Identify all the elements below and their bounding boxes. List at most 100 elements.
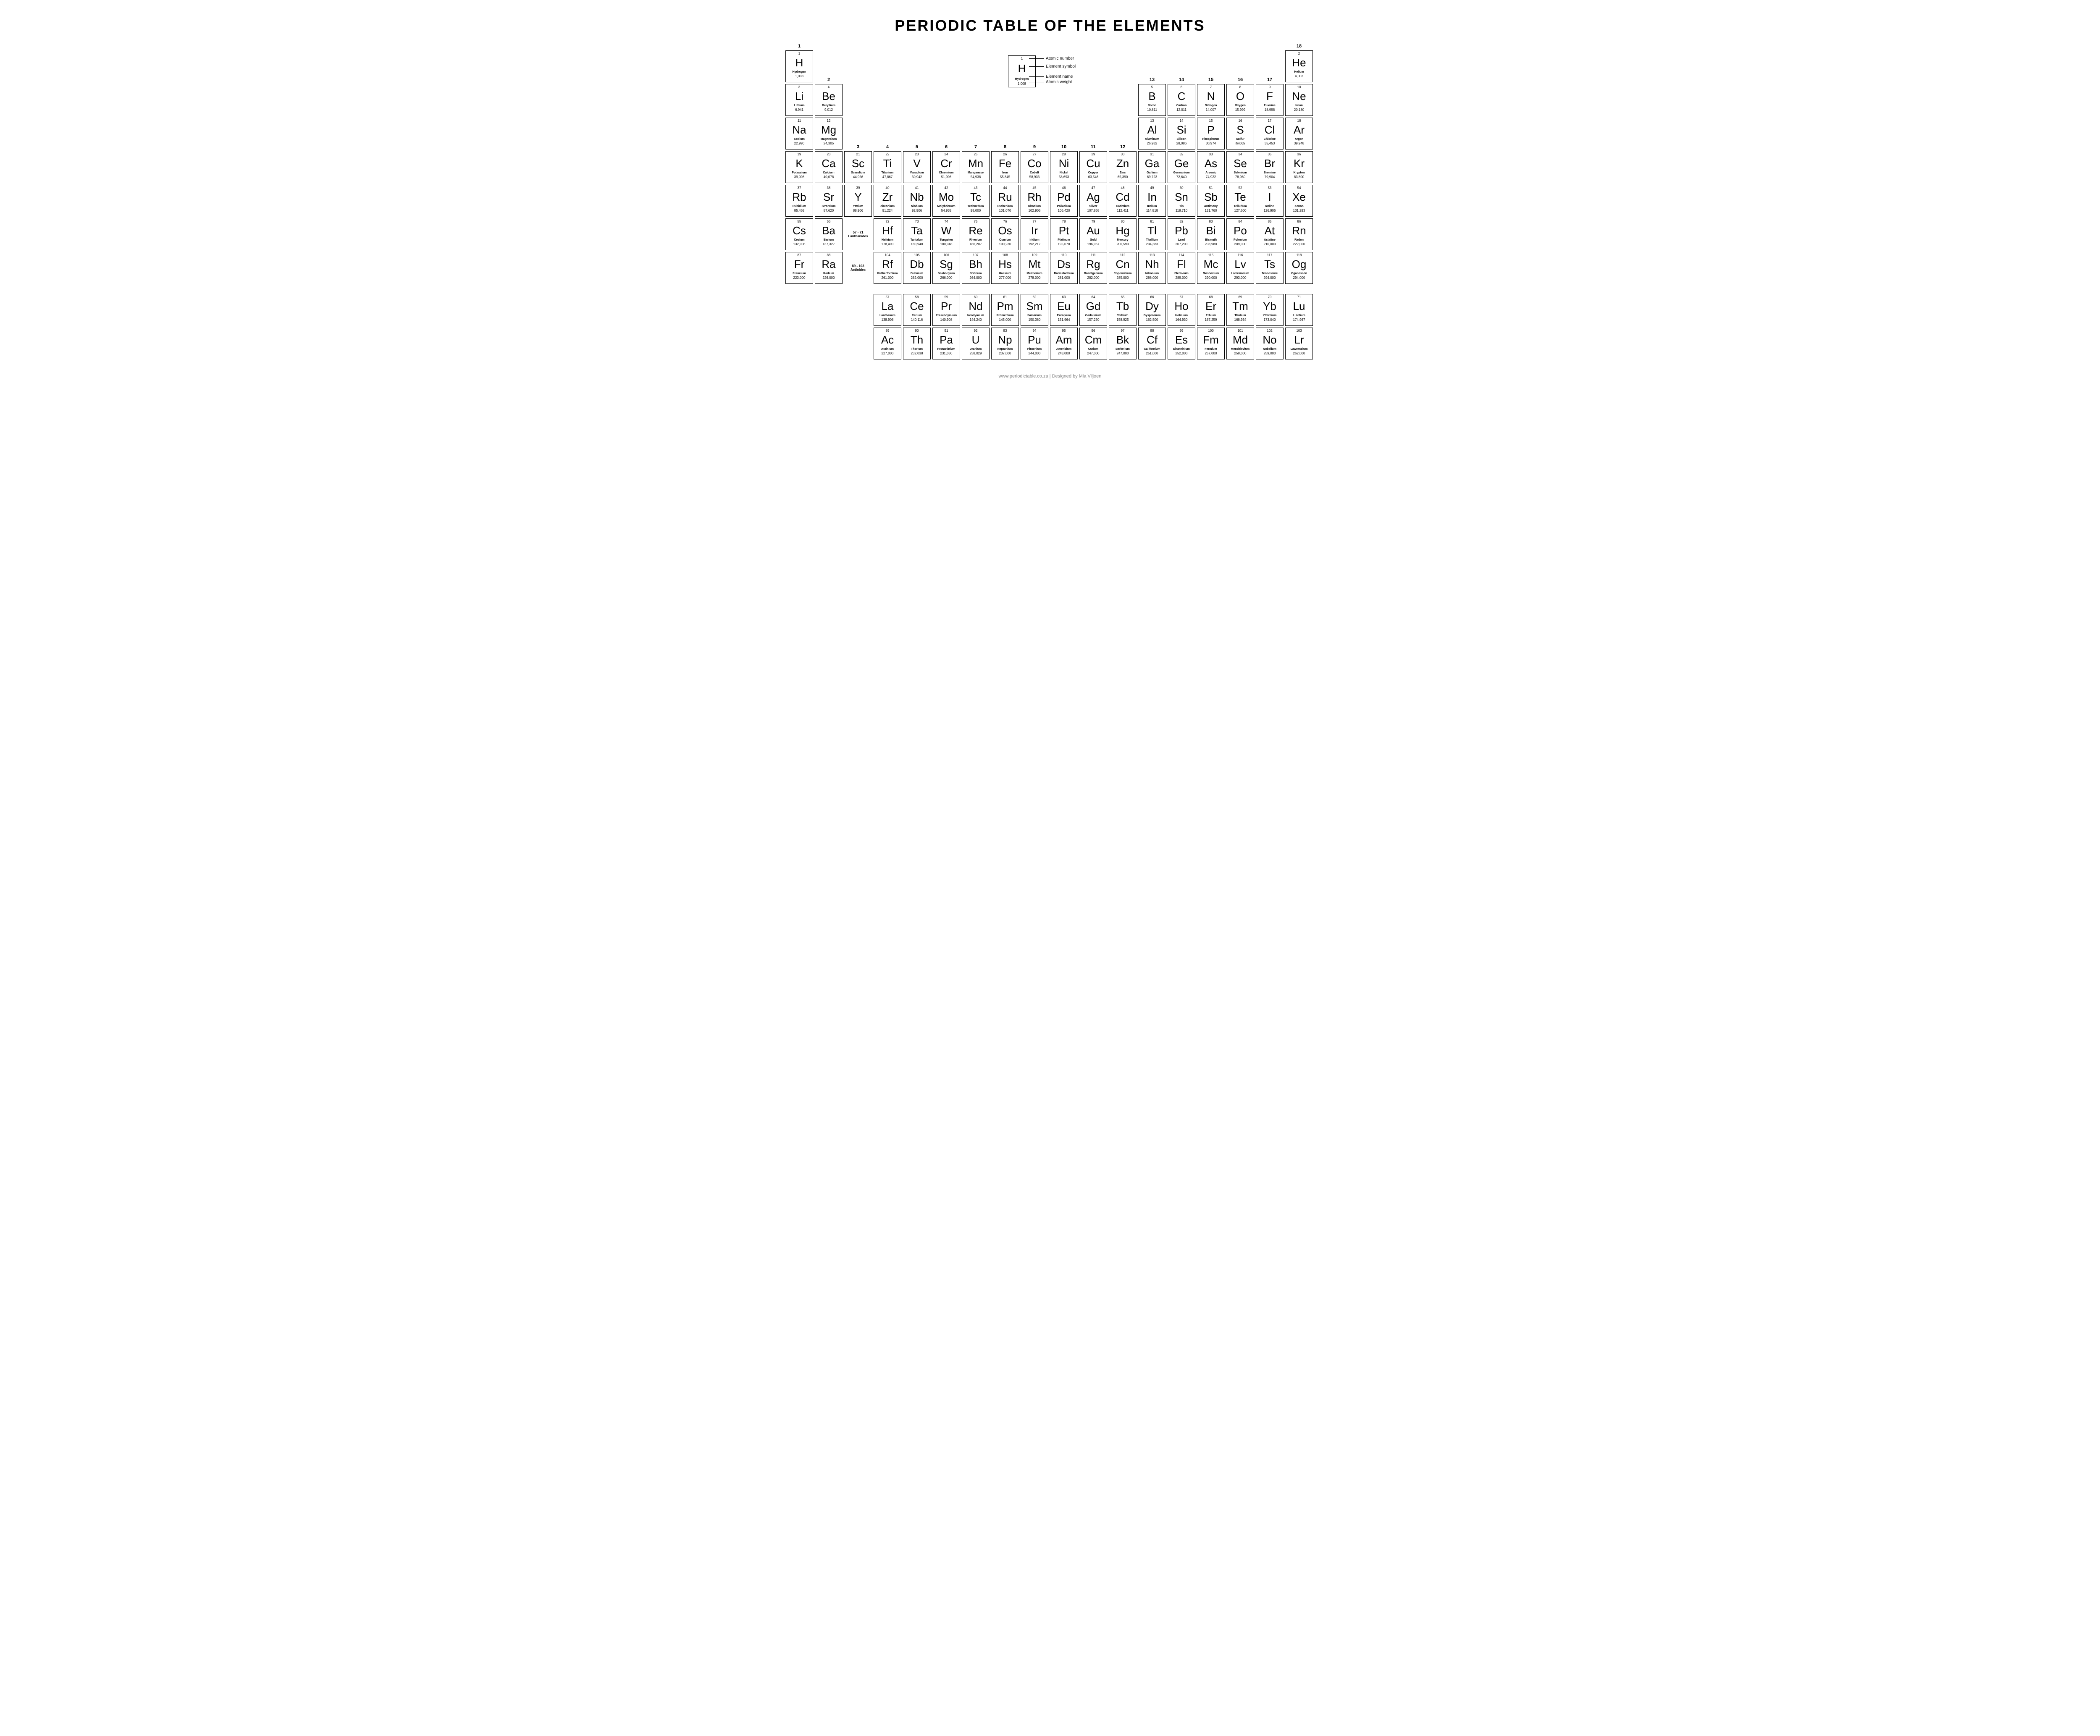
- atomic-weight: 196,967: [1087, 243, 1100, 246]
- element-name: Tennessine: [1262, 272, 1278, 275]
- element-symbol: Co: [1027, 158, 1041, 169]
- element-name: Calcium: [823, 171, 834, 174]
- element-cell: 107BhBohrium264,000: [962, 252, 990, 284]
- element-cell: 85AtAstatine210,000: [1256, 218, 1284, 250]
- element-name: Tellurium: [1234, 205, 1247, 208]
- element-name: Antimony: [1204, 205, 1218, 208]
- element-symbol: Ba: [822, 225, 835, 236]
- element-name: Ruthenium: [998, 205, 1013, 208]
- atomic-number: 7: [1210, 86, 1212, 89]
- legend-atomic-number-label: Atomic number: [1046, 56, 1074, 61]
- element-symbol: Pd: [1057, 191, 1071, 202]
- element-cell: 76OsOsmium190,230: [991, 218, 1019, 250]
- atomic-weight: 232,038: [911, 352, 923, 355]
- atomic-weight: 15,999: [1235, 108, 1245, 112]
- element-cell: 117TsTennessine294,000: [1256, 252, 1284, 284]
- atomic-number: 49: [1150, 186, 1154, 190]
- element-cell: 99EsEinsteinium252,000: [1168, 328, 1195, 359]
- element-symbol: Tm: [1232, 301, 1248, 312]
- atomic-number: 14: [1180, 119, 1184, 123]
- element-name: Platinum: [1058, 239, 1070, 241]
- atomic-weight: 78,960: [1235, 176, 1245, 179]
- atomic-number: 26: [1003, 153, 1007, 156]
- atomic-number: 29: [1092, 153, 1095, 156]
- atomic-weight: 251,000: [1146, 352, 1158, 355]
- element-symbol: Ag: [1087, 191, 1100, 202]
- element-name: Niobium: [911, 205, 923, 208]
- element-symbol: Sr: [823, 191, 834, 202]
- atomic-weight: 114,818: [1146, 209, 1158, 212]
- element-name: Curium: [1088, 348, 1099, 351]
- atomic-number: 95: [1062, 329, 1066, 333]
- element-symbol: Fr: [794, 259, 805, 270]
- element-cell: 80HgMercury200,590: [1109, 218, 1137, 250]
- element-symbol: Es: [1175, 334, 1188, 345]
- element-symbol: Rb: [792, 191, 806, 202]
- element-cell: 19KPotassium39,098: [785, 151, 813, 183]
- atomic-number: 59: [945, 296, 948, 299]
- element-name: Francium: [793, 272, 806, 275]
- element-cell: 47AgSilver107,868: [1079, 185, 1107, 217]
- atomic-weight: 266,000: [940, 276, 953, 280]
- atomic-number: 94: [1033, 329, 1037, 333]
- element-symbol: Sg: [940, 259, 953, 270]
- atomic-weight: 210,000: [1264, 243, 1276, 246]
- element-symbol: O: [1236, 91, 1244, 102]
- atomic-weight: 92,906: [912, 209, 922, 212]
- element-name: Thorium: [911, 348, 923, 351]
- element-symbol: As: [1205, 158, 1217, 169]
- atomic-weight: 282,000: [1087, 276, 1100, 280]
- element-cell: 116LvLivermorium293,000: [1226, 252, 1254, 284]
- element-symbol: Sm: [1026, 301, 1043, 312]
- element-symbol: Na: [792, 124, 806, 135]
- atomic-number: 78: [1062, 220, 1066, 223]
- atomic-number: 106: [943, 254, 949, 257]
- element-symbol: Pa: [940, 334, 953, 345]
- atomic-number: 88: [827, 254, 831, 257]
- element-name: Flerovium: [1174, 272, 1188, 275]
- element-symbol: K: [795, 158, 803, 169]
- element-symbol: Fe: [999, 158, 1011, 169]
- element-cell: 87FrFrancium223,000: [785, 252, 813, 284]
- element-symbol: Al: [1147, 124, 1157, 135]
- legend-name-label: Element name: [1046, 74, 1073, 79]
- element-name: Arsenic: [1205, 171, 1216, 174]
- element-cell: 45RhRhodium102,906: [1021, 185, 1048, 217]
- element-cell: 20CaCalcium40,078: [815, 151, 843, 183]
- element-symbol: U: [972, 334, 980, 345]
- atomic-weight: 257,000: [1205, 352, 1217, 355]
- element-cell: 8OOxygen15,999: [1226, 84, 1254, 116]
- atomic-number: 87: [798, 254, 801, 257]
- atomic-number: 104: [885, 254, 890, 257]
- element-symbol: Ru: [998, 191, 1012, 202]
- element-symbol: Rf: [882, 259, 893, 270]
- atomic-weight: 174,967: [1293, 318, 1305, 322]
- atomic-number: 76: [1003, 220, 1007, 223]
- element-symbol: Ts: [1264, 259, 1275, 270]
- atomic-number: 3: [798, 86, 800, 89]
- element-cell: 27CoCobalt58,933: [1021, 151, 1048, 183]
- atomic-number: 52: [1239, 186, 1242, 190]
- atomic-number: 37: [798, 186, 801, 190]
- atomic-number: 98: [1150, 329, 1154, 333]
- element-name: Seaborgium: [938, 272, 955, 275]
- element-symbol: Bi: [1206, 225, 1215, 236]
- atomic-number: 34: [1239, 153, 1242, 156]
- element-symbol: Ca: [822, 158, 835, 169]
- element-name: Lanthanum: [879, 314, 895, 317]
- element-symbol: Md: [1233, 334, 1248, 345]
- atomic-weight: 35,453: [1265, 142, 1275, 145]
- element-name: Holmium: [1175, 314, 1188, 317]
- element-symbol: Cm: [1085, 334, 1102, 345]
- atomic-number: 71: [1297, 296, 1301, 299]
- atomic-number: 73: [915, 220, 919, 223]
- element-symbol: Pm: [997, 301, 1013, 312]
- element-name: Cobalt: [1030, 171, 1039, 174]
- atomic-number: 1: [798, 52, 800, 55]
- element-cell: 7NNitrogen14,007: [1197, 84, 1225, 116]
- element-name: Beryllium: [822, 104, 835, 107]
- atomic-number: 24: [945, 153, 948, 156]
- element-symbol: P: [1207, 124, 1214, 135]
- atomic-number: 58: [915, 296, 919, 299]
- element-name: Actinium: [881, 348, 894, 351]
